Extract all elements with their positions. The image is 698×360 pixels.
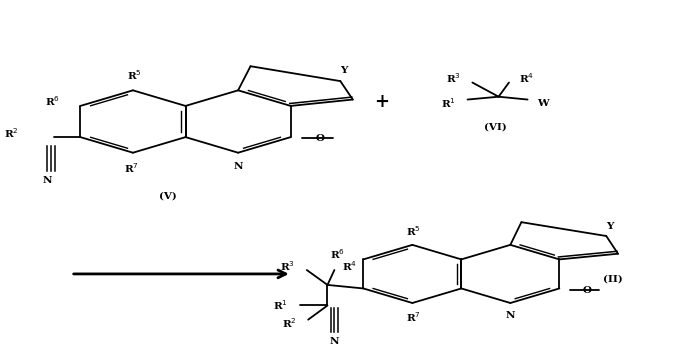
Text: N: N [233,162,243,171]
Text: (II): (II) [602,275,623,284]
Text: R$^1$: R$^1$ [441,96,456,110]
Text: R$^3$: R$^3$ [280,260,295,273]
Text: R$^5$: R$^5$ [406,224,421,238]
Text: O: O [582,286,591,295]
Text: +: + [374,93,389,111]
Text: R$^2$: R$^2$ [4,127,19,140]
Text: R$^5$: R$^5$ [127,68,142,82]
Text: (V): (V) [158,192,177,201]
Text: Y: Y [340,66,348,75]
Text: W: W [537,99,549,108]
Text: R$^7$: R$^7$ [124,161,139,175]
Text: N: N [43,176,52,185]
Text: R$^3$: R$^3$ [445,71,461,85]
Text: (VI): (VI) [484,122,507,131]
Text: N: N [505,311,515,320]
Text: R$^6$: R$^6$ [329,248,345,261]
Text: N: N [329,337,339,346]
Text: R$^4$: R$^4$ [342,260,357,273]
Text: R$^1$: R$^1$ [273,298,288,312]
Text: R$^2$: R$^2$ [281,316,296,330]
Text: R$^6$: R$^6$ [45,94,60,108]
Text: R$^7$: R$^7$ [406,310,421,324]
Text: Y: Y [606,221,614,230]
Text: O: O [315,134,324,143]
Text: R$^4$: R$^4$ [519,71,534,85]
